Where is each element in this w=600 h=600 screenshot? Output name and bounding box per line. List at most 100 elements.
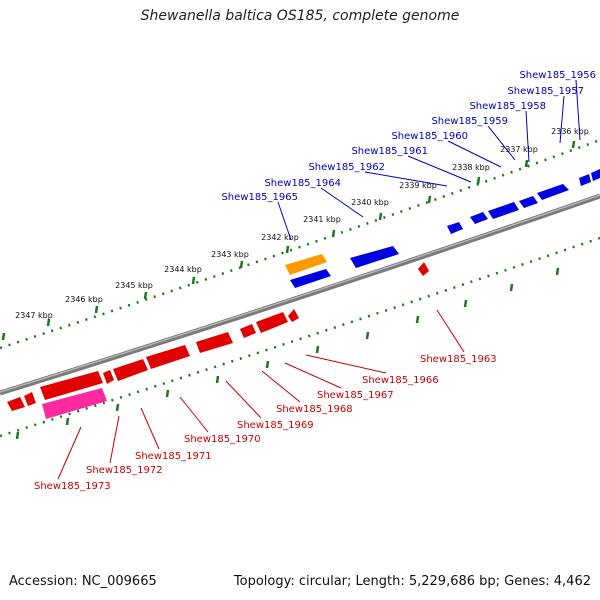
major-tick xyxy=(509,283,514,292)
reverse-gene-label[interactable]: Shew185_1969 xyxy=(237,420,314,431)
lower-scale-track xyxy=(0,236,600,438)
scale-tick-label: 2345 kbp xyxy=(115,281,153,290)
genome-backbone xyxy=(0,193,600,396)
gene-arrow[interactable] xyxy=(146,345,190,369)
leader-line xyxy=(284,362,342,389)
leader-line xyxy=(436,309,465,353)
leader-line xyxy=(261,370,301,403)
gene-arrow[interactable] xyxy=(40,371,103,400)
scale-tick-label: 2342 kbp xyxy=(261,233,299,242)
gene-arrow[interactable] xyxy=(196,332,233,353)
gene-arrow[interactable] xyxy=(350,246,399,268)
gene-arrow[interactable] xyxy=(240,324,256,338)
reverse-genes xyxy=(7,262,429,419)
gene-arrow[interactable] xyxy=(470,212,488,224)
major-tick xyxy=(476,176,481,185)
forward-gene-label[interactable]: Shew185_1962 xyxy=(308,162,385,173)
leader-line xyxy=(364,171,448,187)
gene-arrow[interactable] xyxy=(290,269,331,288)
major-ticks xyxy=(1,140,576,440)
gene-arrow[interactable] xyxy=(103,370,114,384)
scale-tick-label: 2346 kbp xyxy=(65,295,103,304)
leader-line xyxy=(140,407,160,450)
forward-gene-label[interactable]: Shew185_1964 xyxy=(264,178,341,189)
major-tick xyxy=(365,331,370,340)
upper-scale-track xyxy=(0,138,600,350)
leader-line xyxy=(487,125,516,161)
reverse-gene-labels: Shew185_1963 Shew185_1966 Shew185_1967 Shew… xyxy=(34,354,497,492)
map-title: Shewanella baltica OS185, complete genom… xyxy=(140,8,460,24)
forward-gene-label[interactable]: Shew185_1957 xyxy=(507,86,584,97)
scale-tick-label: 2344 kbp xyxy=(164,265,202,274)
accession-label: Accession: NC_009665 xyxy=(9,574,157,589)
leader-line xyxy=(559,95,565,144)
gene-arrow[interactable] xyxy=(24,392,36,406)
forward-gene-label[interactable]: Shew185_1965 xyxy=(221,192,298,203)
gene-arrow[interactable] xyxy=(579,174,591,186)
leader-line xyxy=(447,140,502,168)
scale-tick-label: 2339 kbp xyxy=(399,181,437,190)
scale-tick-label: 2336 kbp xyxy=(551,127,589,136)
major-tick xyxy=(215,375,220,384)
reverse-gene-label[interactable]: Shew185_1963 xyxy=(420,354,497,365)
scale-tick-label: 2347 kbp xyxy=(15,311,53,320)
major-tick xyxy=(143,291,148,300)
scale-tick-labels: 2336 kbp 2337 kbp 2338 kbp 2339 kbp 2340 kbp… xyxy=(15,127,589,320)
gene-arrow[interactable] xyxy=(519,196,538,208)
major-tick xyxy=(165,389,170,398)
leader-line xyxy=(277,201,292,241)
major-tick xyxy=(94,305,99,314)
scale-tick-label: 2340 kbp xyxy=(351,198,389,207)
gene-arrow[interactable] xyxy=(488,202,519,219)
gene-arrow[interactable] xyxy=(447,222,463,234)
gene-arrow[interactable] xyxy=(537,184,569,200)
major-tick xyxy=(571,140,576,149)
leader-line xyxy=(575,79,581,141)
forward-genes xyxy=(285,169,600,288)
major-tick xyxy=(191,276,196,285)
gene-arrow[interactable] xyxy=(7,397,25,411)
leader-line xyxy=(57,426,82,480)
reverse-gene-label[interactable]: Shew185_1967 xyxy=(317,390,394,401)
gene-arrow[interactable] xyxy=(288,309,299,322)
gene-arrow-pseudo[interactable] xyxy=(42,388,107,419)
major-tick xyxy=(524,159,529,168)
scale-tick-label: 2338 kbp xyxy=(452,163,490,172)
forward-gene-label[interactable]: Shew185_1959 xyxy=(431,116,508,127)
reverse-gene-label[interactable]: Shew185_1972 xyxy=(86,465,163,476)
major-tick xyxy=(239,260,244,269)
leader-line xyxy=(305,354,387,374)
gene-arrow[interactable] xyxy=(113,359,148,381)
major-tick xyxy=(285,245,290,254)
reverse-gene-label[interactable]: Shew185_1970 xyxy=(184,434,261,445)
major-tick xyxy=(115,403,120,412)
major-tick xyxy=(265,360,270,369)
label-leader-lines xyxy=(57,79,581,480)
gene-arrow-highlight[interactable] xyxy=(285,254,327,275)
major-tick xyxy=(331,229,336,238)
major-tick xyxy=(427,195,432,204)
leader-line xyxy=(225,380,262,419)
forward-gene-label[interactable]: Shew185_1960 xyxy=(391,131,468,142)
reverse-gene-label[interactable]: Shew185_1973 xyxy=(34,481,111,492)
scale-tick-label: 2337 kbp xyxy=(500,145,538,154)
major-tick xyxy=(315,345,320,354)
reverse-gene-label[interactable]: Shew185_1966 xyxy=(362,375,439,386)
genome-summary: Topology: circular; Length: 5,229,686 bp… xyxy=(233,574,591,589)
leader-line xyxy=(407,155,472,183)
reverse-gene-label[interactable]: Shew185_1968 xyxy=(276,404,353,415)
gene-arrow[interactable] xyxy=(591,169,600,181)
forward-gene-label[interactable]: Shew185_1956 xyxy=(519,70,596,81)
forward-gene-label[interactable]: Shew185_1958 xyxy=(469,101,546,112)
forward-gene-label[interactable]: Shew185_1961 xyxy=(351,146,428,157)
gene-arrow[interactable] xyxy=(256,312,288,333)
reverse-gene-label[interactable]: Shew185_1971 xyxy=(135,451,212,462)
leader-line xyxy=(320,187,364,218)
major-tick xyxy=(46,318,51,327)
leader-line xyxy=(179,396,209,433)
gene-arrow[interactable] xyxy=(418,262,429,276)
forward-gene-labels: Shew185_1956 Shew185_1957 Shew185_1958 Shew… xyxy=(221,70,596,203)
major-tick xyxy=(463,299,468,308)
major-tick xyxy=(555,267,560,276)
